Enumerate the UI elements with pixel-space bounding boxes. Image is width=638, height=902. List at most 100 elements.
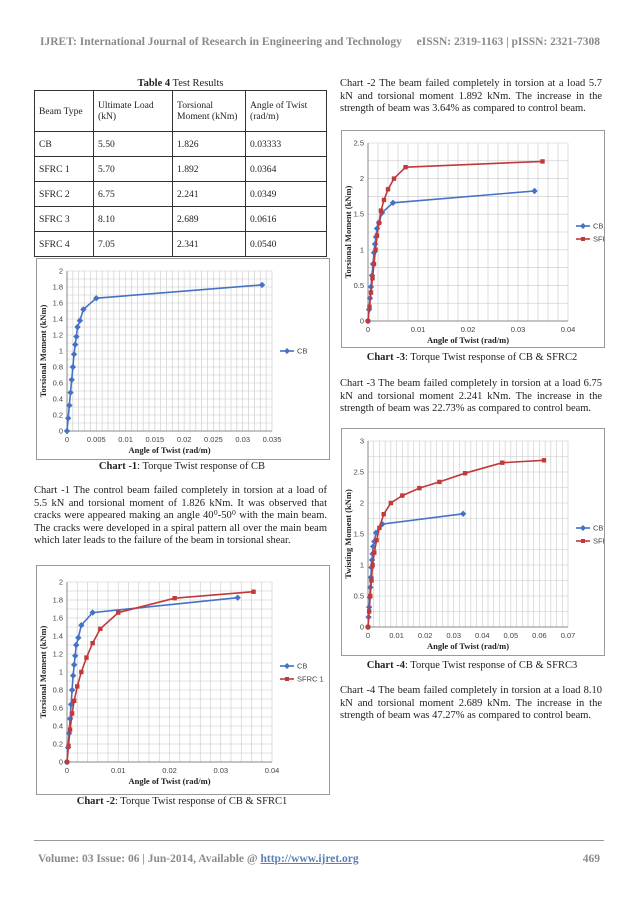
chart-4-caption: Chart -4: Torque Twist response of CB & … (341, 660, 603, 671)
table-cell: 1.826 (172, 131, 246, 157)
y-tick-label: 2.5 (354, 468, 364, 477)
y-tick-label: 0 (59, 758, 63, 767)
data-point (64, 415, 72, 422)
table-cell: 8.10 (93, 206, 173, 232)
legend-marker (581, 539, 585, 543)
chart-4-caption-text: : Torque Twist response of CB & SFRC3 (404, 660, 578, 671)
chart-3-frame: 0 0.01 0.02 0.03 0.04 0 0.5 1 1.5 2 2.5 Angle of Tw… (341, 130, 605, 348)
x-tick-label: 0.04 (475, 631, 490, 640)
x-tick-label: 0 (366, 631, 370, 640)
footer-divider (34, 840, 604, 841)
legend-marker (284, 663, 290, 669)
table-caption-text: Test Results (170, 78, 224, 89)
table-header-cell: Torsional Moment (kNm) (172, 90, 246, 132)
data-point (389, 199, 397, 207)
data-point (378, 208, 384, 213)
x-tick-label: 0.02 (177, 435, 192, 444)
table-header-cell: Angle of Twist (rad/m) (245, 90, 327, 132)
table-cell: 0.0364 (245, 156, 327, 182)
y-tick-label: 1.5 (354, 530, 364, 539)
data-point (459, 510, 467, 517)
chart-2-description: Chart -2 The beam failed completely in t… (340, 78, 602, 115)
data-point (417, 485, 422, 491)
data-point (366, 609, 372, 614)
legend-marker (580, 223, 586, 229)
table-row: SFRC 4 7.05 2.341 0.0540 (34, 231, 327, 257)
data-point (71, 698, 77, 703)
chart-4-description: Chart -4 The beam failed completely in t… (340, 685, 602, 722)
x-tick-label: 0.03 (235, 435, 250, 444)
data-point (377, 525, 382, 530)
data-point (388, 500, 394, 506)
y-axis-title: Torsional Moment (kNm) (38, 304, 48, 397)
x-tick-label: 0.03 (213, 766, 228, 775)
data-point (69, 363, 77, 371)
table-cell: 1.892 (172, 156, 246, 182)
y-tick-label: 2.5 (354, 139, 364, 148)
y-tick-label: 0 (360, 317, 364, 326)
data-point (80, 306, 87, 313)
y-tick-label: 0.5 (354, 281, 364, 290)
data-point (369, 578, 374, 583)
legend-label: SFRC 3 (593, 537, 604, 546)
data-point (66, 743, 71, 748)
x-tick-label: 0.07 (561, 631, 576, 640)
data-point (74, 323, 81, 331)
series-line-cb (66, 596, 238, 763)
x-tick-label: 0.01 (389, 631, 404, 640)
y-tick-label: 0.4 (53, 722, 63, 731)
data-point (64, 759, 70, 765)
x-tick-label: 0.01 (411, 325, 426, 334)
data-point (70, 351, 78, 358)
table-row: CB 5.50 1.826 0.03333 (34, 131, 327, 157)
y-tick-label: 0.6 (53, 379, 63, 388)
table-cell: 2.241 (172, 181, 246, 207)
chart-2-caption: Chart -2: Torque Twist response of CB & … (36, 796, 328, 807)
table-header-cell: Ultimate Load (kN) (93, 90, 173, 132)
data-point (500, 460, 505, 465)
footer-volume: Volume: 03 Issue: 06 | Jun-2014, Availab… (38, 853, 359, 865)
y-tick-label: 2 (59, 578, 63, 587)
table-cell: SFRC 1 (34, 156, 94, 182)
legend-marker (284, 348, 290, 354)
data-point (541, 458, 547, 463)
chart-2-torque-twist-cb-sfrc1: 0 0.01 0.02 0.03 0.04 0 0.2 0.4 0.6 0.8 1 1.2 1.4 1.6… (38, 578, 324, 787)
data-point (73, 333, 80, 340)
y-tick-label: 0.8 (53, 686, 63, 695)
y-tick-label: 2 (360, 499, 364, 508)
data-point (75, 634, 82, 641)
table-cell: 6.75 (93, 181, 173, 207)
y-tick-label: 0 (360, 623, 364, 632)
x-tick-label: 0.03 (446, 631, 461, 640)
x-tick-label: 0.035 (263, 435, 282, 444)
legend-label: SFRC 1 (297, 675, 324, 684)
data-point (371, 261, 377, 267)
x-tick-label: 0.005 (87, 435, 106, 444)
table-cell: 0.0349 (245, 181, 327, 207)
x-tick-label: 0.04 (561, 325, 576, 334)
y-tick-label: 1.2 (53, 650, 63, 659)
table-row: SFRC 3 8.10 2.689 0.0616 (34, 206, 327, 232)
data-point (373, 247, 378, 252)
chart-1-frame: 0 0.005 0.01 0.015 0.02 0.025 0.03 0.035 0 0.2 0.4… (36, 258, 330, 460)
data-point (258, 281, 266, 289)
data-point (367, 304, 372, 309)
y-tick-label: 1.6 (53, 299, 63, 308)
y-tick-label: 1.4 (53, 632, 63, 641)
data-point (403, 165, 408, 170)
data-point (90, 641, 95, 646)
y-tick-label: 0.2 (53, 740, 63, 749)
data-point (98, 626, 103, 631)
y-axis-title: Torsional Moment (kNm) (343, 185, 353, 278)
table-caption-label: Table 4 (137, 78, 171, 89)
data-point (67, 727, 73, 732)
data-point (365, 624, 371, 630)
y-axis-title: Torsional Moment (kNm) (38, 625, 48, 718)
x-tick-label: 0.02 (162, 766, 177, 775)
journal-website-link[interactable]: http://www.ijret.org (260, 853, 359, 865)
legend-marker (581, 237, 585, 241)
legend-marker (285, 677, 289, 681)
data-point (69, 672, 77, 679)
chart-3-torque-twist-cb-sfrc2: 0 0.01 0.02 0.03 0.04 0 0.5 1 1.5 2 2.5 Angle of Tw… (343, 139, 604, 346)
data-point (400, 493, 405, 498)
